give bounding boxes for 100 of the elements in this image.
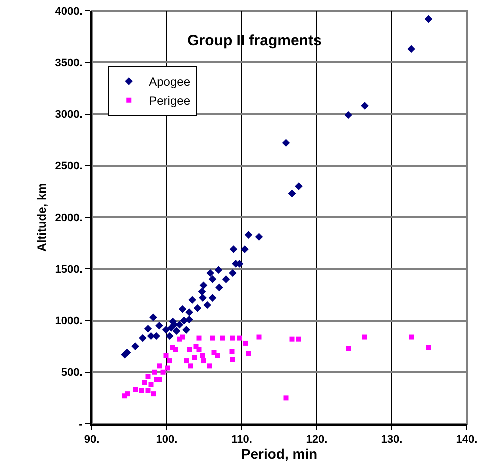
x-axis-title: Period, min — [241, 446, 318, 462]
y-tick-label: 3000. — [55, 109, 83, 122]
point — [201, 358, 206, 364]
point — [199, 294, 207, 302]
point — [151, 392, 156, 397]
point — [408, 45, 416, 54]
y-tick-label: 1000. — [55, 316, 83, 328]
point — [237, 336, 242, 341]
x-tick-label: 130. — [381, 434, 403, 446]
y-tick-label: 4000. — [55, 6, 83, 18]
point — [196, 347, 202, 352]
point — [222, 276, 230, 284]
point — [164, 353, 169, 358]
point — [166, 332, 174, 340]
point — [230, 357, 236, 362]
point — [296, 336, 302, 342]
point — [184, 358, 189, 364]
point — [188, 364, 194, 369]
point — [216, 353, 220, 358]
point — [424, 15, 433, 24]
y-tick-label: 2000. — [55, 212, 83, 224]
point — [208, 294, 217, 302]
point — [123, 348, 132, 357]
point — [282, 139, 290, 148]
point — [426, 345, 432, 350]
point — [196, 336, 202, 341]
point — [207, 364, 212, 369]
point — [157, 364, 162, 369]
point — [142, 380, 147, 386]
point — [206, 269, 214, 278]
y-tick-label: 3500. — [55, 57, 83, 70]
point — [152, 332, 160, 340]
point — [344, 111, 352, 120]
point — [178, 305, 187, 314]
point — [200, 282, 208, 290]
point — [152, 370, 158, 375]
point — [133, 387, 138, 392]
point — [126, 392, 130, 397]
x-tick-label: 120. — [306, 434, 328, 446]
point — [284, 396, 289, 401]
x-tick-label: 90. — [84, 434, 100, 446]
point — [186, 308, 194, 316]
point — [256, 334, 262, 340]
point — [198, 288, 206, 296]
point — [208, 276, 217, 284]
y-tick-label: 1500. — [55, 264, 83, 276]
point — [230, 349, 235, 354]
point — [174, 347, 178, 352]
point — [156, 322, 164, 330]
point — [148, 382, 154, 388]
point — [290, 336, 295, 342]
point — [361, 102, 369, 110]
point — [295, 182, 303, 190]
y-tick-label: - — [79, 418, 84, 431]
y-axis-title: Altitude, km — [35, 183, 50, 252]
legend-label: Perigee — [149, 94, 191, 108]
point — [182, 326, 190, 334]
x-tick-label: 140. — [456, 434, 478, 446]
point — [139, 334, 147, 342]
point — [230, 336, 236, 341]
point — [194, 304, 202, 312]
point — [172, 327, 181, 335]
point — [168, 358, 172, 364]
point — [150, 314, 158, 322]
point — [200, 353, 206, 358]
point — [230, 246, 238, 254]
y-tick-label: 2500. — [55, 160, 83, 173]
point — [180, 334, 186, 340]
point — [409, 334, 414, 340]
point — [246, 351, 252, 356]
point — [210, 336, 216, 341]
point — [362, 334, 368, 340]
legend-label: Apogee — [149, 75, 191, 90]
point — [187, 347, 192, 352]
point — [216, 284, 224, 292]
point — [244, 231, 253, 239]
point — [255, 233, 264, 242]
point — [188, 296, 196, 304]
point — [157, 377, 162, 382]
point — [346, 346, 351, 352]
point — [229, 269, 237, 278]
point — [165, 366, 170, 371]
x-tick-label: 110. — [232, 434, 252, 446]
point — [146, 388, 151, 394]
point — [214, 266, 223, 274]
point — [139, 388, 144, 394]
point — [288, 190, 296, 198]
point — [160, 370, 166, 375]
x-tick-label: 100. — [156, 434, 178, 446]
y-tick-label: 500. — [61, 367, 83, 380]
point — [220, 336, 225, 341]
point — [186, 316, 194, 324]
point — [192, 355, 198, 360]
point — [241, 246, 249, 254]
point — [132, 342, 140, 350]
point — [243, 340, 248, 346]
point — [162, 326, 170, 334]
point — [204, 301, 212, 310]
point — [146, 374, 151, 380]
point — [144, 325, 152, 333]
